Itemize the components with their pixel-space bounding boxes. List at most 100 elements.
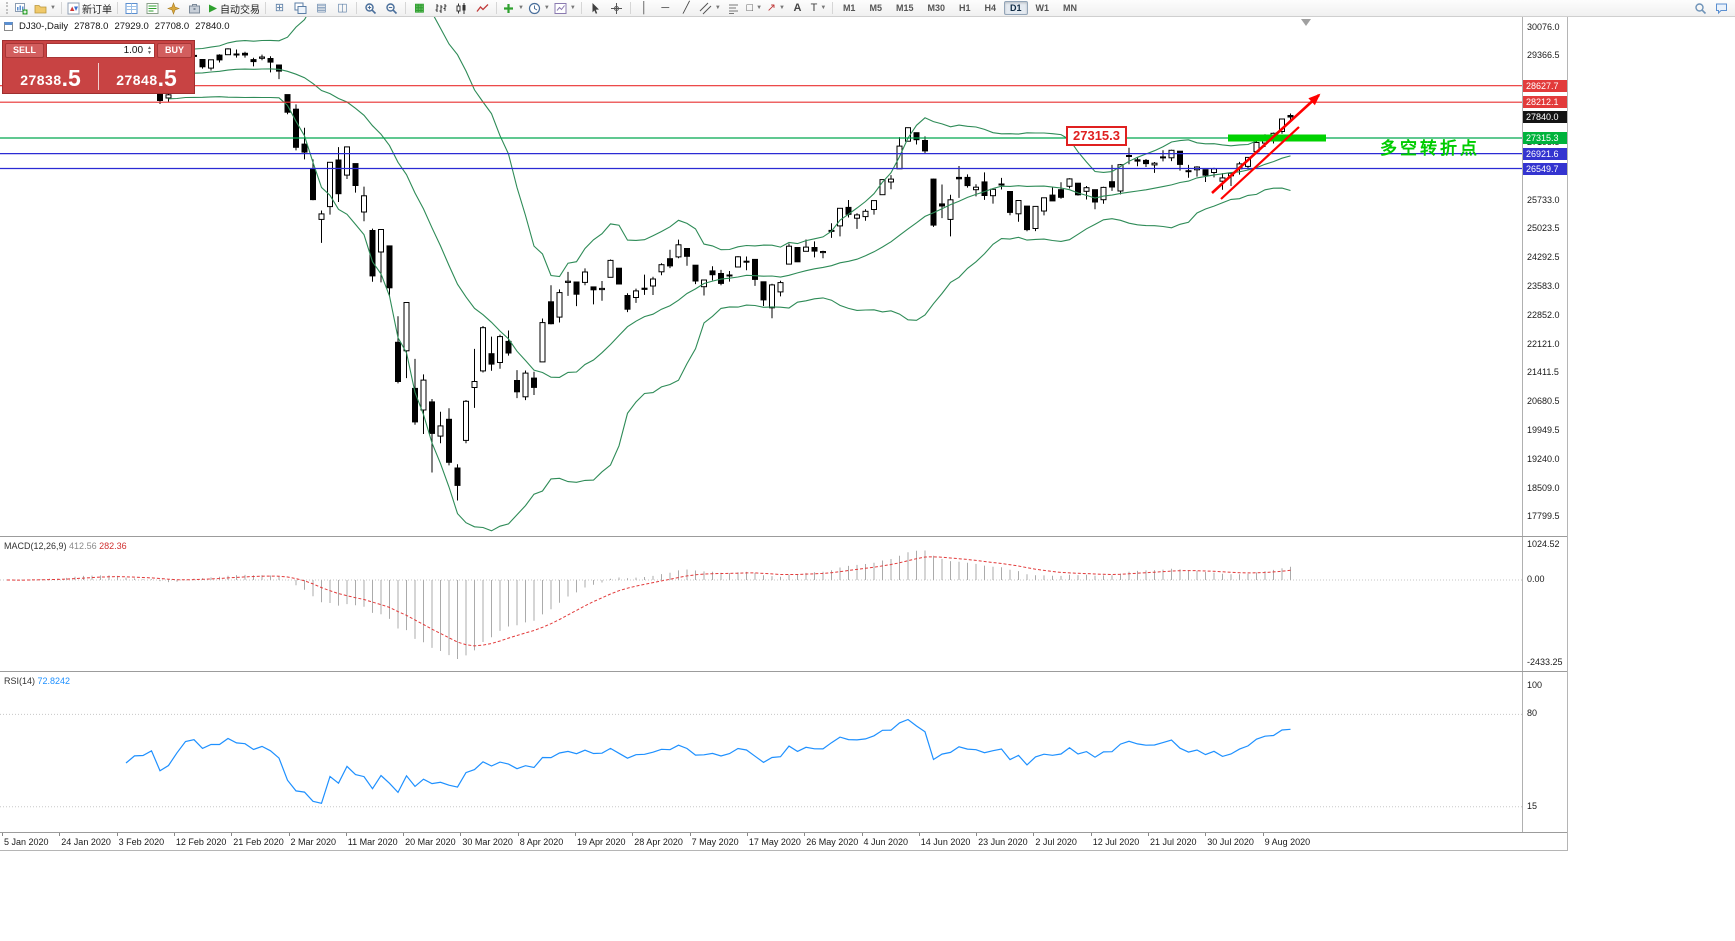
timeframe-M5[interactable]: M5 (869, 3, 882, 13)
macd-name: MACD(12,26,9) (4, 541, 67, 551)
chat-button[interactable] (1711, 1, 1732, 16)
price-axis-label: 17799.5 (1527, 511, 1560, 521)
sell-price[interactable]: 27838.5 (3, 60, 98, 93)
date-label: 9 Aug 2020 (1264, 837, 1311, 847)
vertical-line-button[interactable]: │ (634, 1, 655, 16)
indicators-button[interactable]: ▼ (500, 1, 526, 16)
open-value: 27878.0 (74, 21, 109, 32)
toolbox-button[interactable] (184, 1, 205, 16)
navigator-button[interactable] (163, 1, 184, 16)
timeframe-W1[interactable]: W1 (1035, 3, 1050, 13)
line-chart-button[interactable] (472, 1, 493, 16)
crosshair-button[interactable] (606, 1, 627, 16)
tile-horizontal-button[interactable]: ▤ (311, 1, 332, 16)
new-order-button[interactable]: 新订单 (65, 1, 114, 16)
zoom-in-button[interactable] (360, 1, 381, 16)
chevron-down-icon: ▼ (543, 5, 550, 11)
timeframe-D1[interactable]: D1 (1004, 1, 1028, 15)
date-label: 21 Feb 2020 (233, 837, 284, 847)
price-badge-blue: 26549.7 (1523, 162, 1567, 175)
price-axis[interactable]: 1024.52 0.00 -2433.25 100 80 15 30076.0 2… (1522, 17, 1567, 833)
horizontal-line-icon: ─ (661, 1, 670, 14)
timeframe-M1[interactable]: M1 (842, 3, 856, 13)
price-divider (98, 63, 99, 90)
data-window-button[interactable] (142, 1, 163, 16)
shapes-button[interactable]: □ ▼ (744, 1, 765, 16)
timeframe-M30[interactable]: M30 (927, 3, 945, 13)
toolbar-separator (580, 2, 582, 14)
main-chart-canvas[interactable] (0, 17, 1522, 536)
new-window-button[interactable]: ⊞ (269, 1, 290, 16)
chat-icon (1716, 3, 1727, 14)
macd-axis-bottom: -2433.25 (1527, 657, 1563, 667)
volume-spinner[interactable]: ▲ ▼ (145, 44, 154, 56)
horizontal-line-button[interactable]: ─ (655, 1, 676, 16)
timeframe-MN[interactable]: MN (1063, 3, 1078, 13)
turning-point-note[interactable]: 多空转折点 (1380, 139, 1480, 158)
date-tick (231, 833, 233, 836)
templates-button[interactable]: ▼ (552, 1, 578, 16)
new-order-label: 新订单 (81, 4, 112, 16)
panel-splitter[interactable] (0, 671, 1567, 672)
timeframe-H1[interactable]: H1 (959, 3, 971, 13)
candlestick-chart-button[interactable] (451, 1, 472, 16)
rsi-axis-80: 80 (1527, 708, 1538, 718)
level-price-annotation[interactable]: 27315.3 (1066, 126, 1127, 146)
date-tick (918, 833, 920, 836)
timeframe-M15[interactable]: M15 (895, 3, 914, 13)
date-label: 28 Apr 2020 (634, 837, 683, 847)
rsi-canvas[interactable] (0, 673, 1522, 831)
date-tick (2, 833, 3, 836)
search-button[interactable] (1690, 1, 1711, 16)
date-axis[interactable]: 5 Jan 2020 24 Jan 2020 3 Feb 2020 12 Feb 20… (0, 833, 1522, 850)
macd-canvas[interactable] (0, 538, 1522, 670)
fibonacci-button[interactable] (723, 1, 744, 16)
new-chart-button[interactable] (11, 1, 32, 16)
toolbar-separator (60, 2, 62, 14)
trendline-button[interactable]: ╱ (676, 1, 697, 16)
volume-value[interactable]: 1.00 (123, 45, 144, 56)
chart-window: DJ30-,Daily 27878.0 27929.0 27708.0 2784… (0, 17, 1568, 851)
date-tick (59, 833, 61, 836)
timeframe-group: M1 M5 M15 M30 H1 H4 D1 W1 MN (836, 1, 1084, 15)
algo-trading-button[interactable]: 自动交易 (205, 1, 262, 16)
label-tool-button[interactable]: T ▼ (808, 1, 829, 16)
spinner-down-icon[interactable]: ▼ (147, 49, 152, 56)
date-label: 20 Mar 2020 (405, 837, 456, 847)
crosshair-icon (610, 2, 622, 14)
macd-label: MACD(12,26,9) 412.56 282.36 (4, 541, 127, 551)
panel-splitter[interactable] (0, 536, 1567, 537)
price-axis-label: 24292.5 (1527, 252, 1560, 263)
arrows-tool-button[interactable]: ↗ ▼ (765, 1, 787, 16)
buy-button[interactable]: BUY (156, 43, 192, 58)
zoom-out-button[interactable] (381, 1, 402, 16)
sell-button[interactable]: SELL (5, 43, 45, 58)
zoom-in-icon (365, 2, 377, 14)
volume-input[interactable]: 1.00 ▲ ▼ (46, 43, 155, 58)
market-watch-icon (125, 2, 138, 14)
price-axis-label: 19949.5 (1527, 425, 1560, 436)
buy-price[interactable]: 27848.5 (99, 60, 194, 93)
date-tick (517, 833, 519, 836)
cursor-button[interactable] (585, 1, 606, 16)
profiles-button[interactable]: ▼ (32, 1, 58, 16)
bar-chart-button[interactable] (430, 1, 451, 16)
tile-vertical-button[interactable]: ◫ (332, 1, 353, 16)
text-tool-button[interactable]: A (787, 1, 808, 16)
high-value: 27929.0 (114, 21, 149, 32)
macd-axis-top: 1024.52 (1527, 539, 1560, 549)
auto-arrange-button[interactable]: ▦ (409, 1, 430, 16)
spinner-up-icon[interactable]: ▲ (147, 44, 152, 51)
market-watch-button[interactable] (121, 1, 142, 16)
cascade-windows-button[interactable] (290, 1, 311, 16)
price-axis-label: 25023.5 (1527, 223, 1560, 234)
timeframe-H4[interactable]: H4 (984, 3, 997, 13)
trendline-icon: ╱ (683, 1, 690, 14)
channel-button[interactable]: ▼ (697, 1, 723, 16)
date-tick (632, 833, 634, 836)
tile-horizontal-icon: ▤ (316, 1, 327, 14)
date-label: 8 Apr 2020 (519, 837, 564, 847)
timeframes-menu-button[interactable]: ▼ (526, 1, 552, 16)
one-click-trading-panel: SELL 1.00 ▲ ▼ BUY 27838.5 27848.5 (2, 40, 195, 94)
rsi-value: 72.8242 (37, 676, 71, 686)
